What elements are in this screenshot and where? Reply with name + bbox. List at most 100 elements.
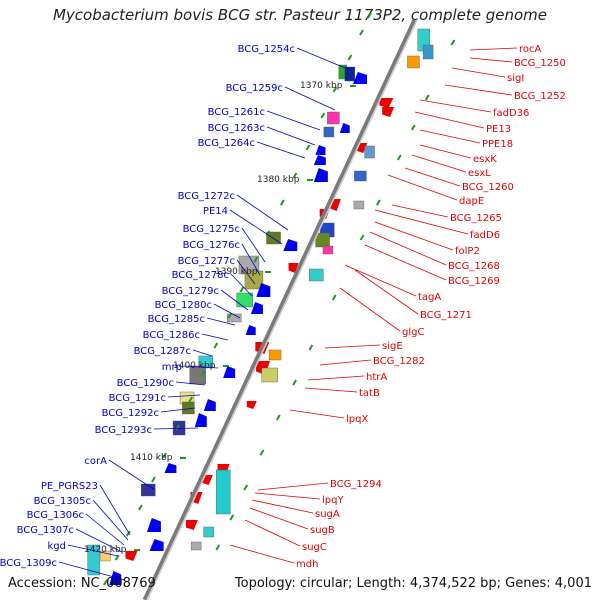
tick-mark xyxy=(259,449,265,456)
gene-block xyxy=(244,270,264,290)
kbp-label: 1370 kbp xyxy=(300,81,343,91)
label-connector xyxy=(319,359,372,366)
kbp-labels: 1370 kbp 1380 kbp 1390 kbp 1400 kbp 1410 kbp… xyxy=(84,81,356,555)
label-connector xyxy=(324,344,381,349)
gene-block xyxy=(344,66,356,82)
gene-label-left: BCG_1287c xyxy=(134,346,191,357)
gene-block xyxy=(323,126,335,138)
gene-label-right: sigI xyxy=(507,73,524,84)
label-connector xyxy=(75,528,123,553)
tick-mark xyxy=(308,344,314,351)
kbp-label: 1380 kbp xyxy=(257,175,300,185)
label-connector xyxy=(254,492,321,500)
label-connector xyxy=(414,111,485,129)
tick-mark xyxy=(292,379,297,386)
label-connector xyxy=(213,303,241,319)
gene-label-left: BCG_1306c xyxy=(27,510,84,521)
gene-arrow-reverse xyxy=(109,571,122,585)
tick-mark xyxy=(138,504,143,511)
gene-label-right: BCG_1265 xyxy=(450,213,502,224)
label-connector xyxy=(266,126,316,146)
label-connector xyxy=(220,289,249,311)
gene-arrow-forward xyxy=(288,263,299,273)
gene-arrow-reverse xyxy=(146,518,161,532)
label-connector xyxy=(153,427,199,430)
tick-mark xyxy=(213,342,219,349)
gene-label-right: dapE xyxy=(459,196,484,207)
gene-label-right: esxK xyxy=(473,154,497,165)
label-connector xyxy=(183,365,219,369)
tick-mark xyxy=(125,530,131,537)
label-connector xyxy=(419,144,472,159)
gene-label-left: BCG_1305c xyxy=(34,496,91,507)
gene-label-right: PE13 xyxy=(486,124,511,135)
gene-arrow-reverse xyxy=(149,539,164,551)
gene-block xyxy=(322,245,334,255)
tick-marks xyxy=(103,12,456,586)
label-connector xyxy=(469,57,513,63)
tick-mark xyxy=(320,112,326,119)
kbp-label: 1390 kbp xyxy=(215,267,258,277)
tick-mark xyxy=(151,476,156,483)
label-connector xyxy=(229,544,295,564)
gene-block xyxy=(422,44,434,60)
gene-block xyxy=(190,541,202,551)
gene-label-right: BCG_1252 xyxy=(514,91,566,102)
gene-arrow-forward xyxy=(246,401,257,409)
gene-label-left: BCG_1261c xyxy=(208,107,265,118)
tick-mark xyxy=(331,294,337,301)
kbp-label: 1410 kbp xyxy=(130,453,173,463)
tick-mark xyxy=(162,452,167,459)
tick-mark xyxy=(275,414,281,421)
tick-mark xyxy=(305,144,311,151)
label-connector xyxy=(374,209,469,235)
gene-label-left: BCG_1293c xyxy=(95,425,152,436)
label-connector xyxy=(404,167,461,187)
gene-block xyxy=(141,483,156,497)
label-connector xyxy=(167,394,201,398)
gene-label-right: sugA xyxy=(315,509,340,520)
gene-label-left: BCG_1276c xyxy=(183,240,240,251)
gene-block xyxy=(236,292,253,308)
label-connector xyxy=(387,174,458,201)
gene-label-right: BCG_1282 xyxy=(373,356,425,367)
gene-block xyxy=(261,367,278,383)
gene-label-left: corA xyxy=(84,456,107,467)
tick-mark xyxy=(396,154,402,161)
gene-label-left: BCG_1291c xyxy=(109,393,166,404)
label-connector xyxy=(469,47,518,51)
label-connector xyxy=(451,67,506,78)
gene-features xyxy=(87,28,434,585)
label-connector xyxy=(160,407,196,413)
label-connector xyxy=(364,244,447,281)
gene-arrow-reverse xyxy=(256,283,271,297)
kbp-label: 1400 kbp xyxy=(173,361,216,371)
tick-mark xyxy=(410,124,416,131)
gene-label-left: BCG_1272c xyxy=(178,191,235,202)
label-connector xyxy=(108,459,156,491)
tick-mark xyxy=(367,12,372,19)
gene-block xyxy=(315,232,330,248)
gene-label-right: lpqX xyxy=(346,414,368,425)
label-connector xyxy=(307,375,365,381)
gene-label-left: BCG_1292c xyxy=(102,408,159,419)
kbp-label: 1420 kbp xyxy=(84,545,127,555)
gene-label-right: tatB xyxy=(359,388,380,399)
gene-label-left: BCG_1254c xyxy=(238,44,295,55)
gene-label-right: rocA xyxy=(519,44,542,55)
tick-mark xyxy=(243,484,249,491)
tick-mark xyxy=(424,94,430,101)
label-connector xyxy=(411,154,467,173)
label-connector xyxy=(201,333,229,341)
tick-mark xyxy=(229,514,235,521)
gene-arrow-forward xyxy=(185,520,198,530)
gene-label-right: BCG_1294 xyxy=(330,479,382,490)
gene-arrow-reverse xyxy=(283,239,298,251)
genome-backbone xyxy=(142,18,418,600)
label-connector xyxy=(236,194,289,231)
tick-mark xyxy=(114,554,120,561)
gene-arrow-reverse xyxy=(223,366,236,378)
gene-block xyxy=(354,170,367,182)
tick-mark xyxy=(332,86,338,93)
tick-mark xyxy=(215,544,221,551)
